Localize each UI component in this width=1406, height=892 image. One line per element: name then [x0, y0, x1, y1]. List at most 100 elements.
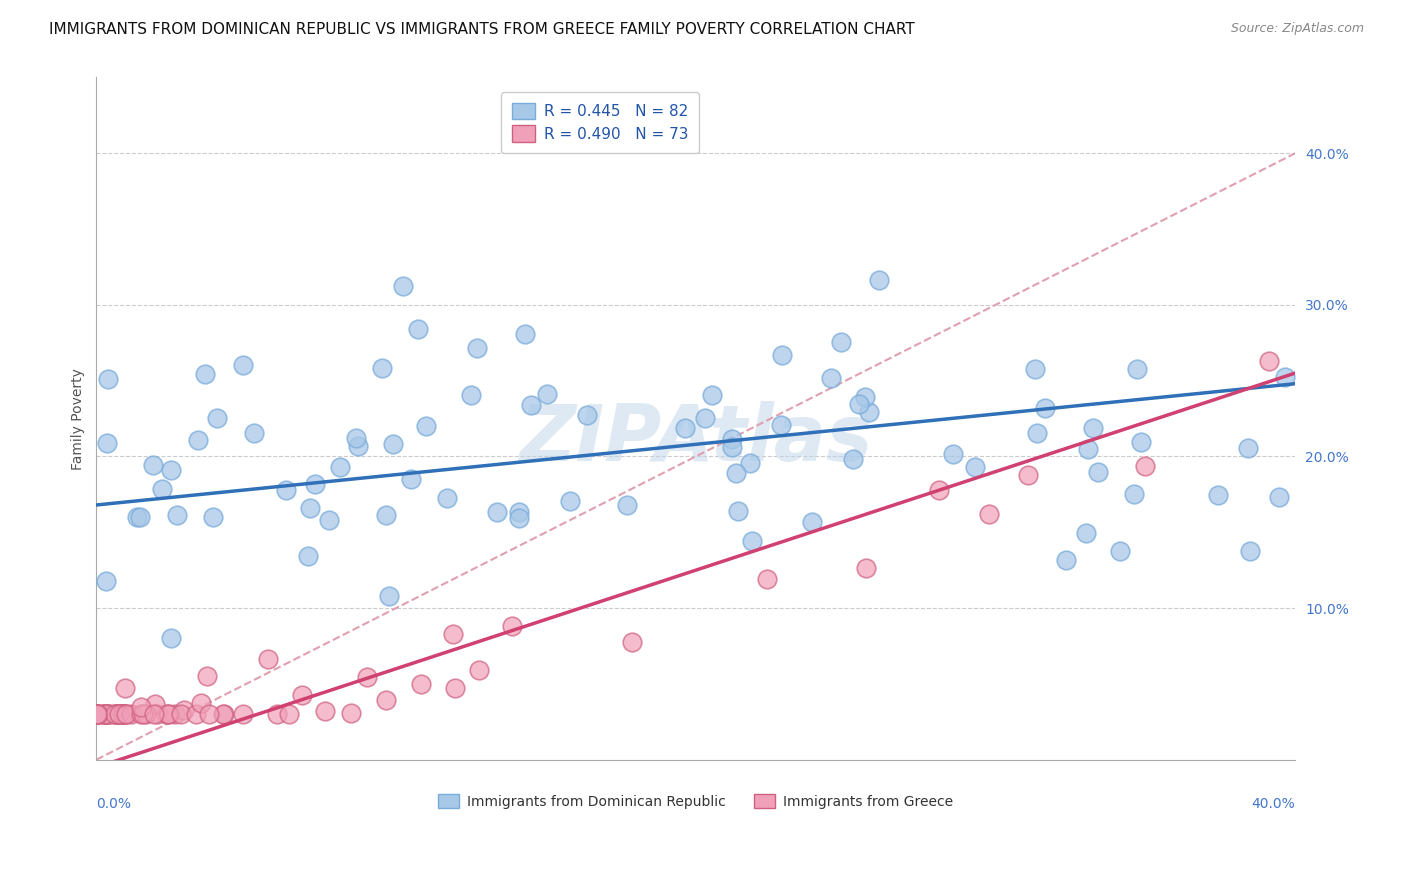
Point — [1123, 486, 1146, 500]
Point — [86, 707, 108, 722]
Point — [1077, 442, 1099, 456]
Point — [558, 493, 581, 508]
Point — [392, 278, 415, 293]
Point — [104, 707, 127, 722]
Point — [344, 431, 367, 445]
Point — [1054, 552, 1077, 566]
Point — [382, 436, 405, 450]
Point — [276, 483, 298, 498]
Point — [620, 635, 643, 649]
Point — [868, 273, 890, 287]
Point — [194, 367, 217, 381]
Point — [853, 390, 876, 404]
Point — [801, 516, 824, 530]
Point — [724, 466, 747, 480]
Point — [143, 697, 166, 711]
Text: 40.0%: 40.0% — [1251, 797, 1295, 811]
Point — [128, 510, 150, 524]
Point — [842, 451, 865, 466]
Point — [1025, 425, 1047, 440]
Y-axis label: Family Poverty: Family Poverty — [72, 368, 86, 469]
Point — [977, 507, 1000, 521]
Point — [693, 411, 716, 425]
Point — [96, 707, 118, 722]
Point — [212, 707, 235, 722]
Point — [1108, 544, 1130, 558]
Point — [132, 707, 155, 722]
Point — [190, 696, 212, 710]
Point — [1017, 468, 1039, 483]
Point — [150, 483, 173, 497]
Point — [135, 707, 157, 722]
Point — [1130, 435, 1153, 450]
Point — [96, 435, 118, 450]
Point — [673, 421, 696, 435]
Point — [702, 388, 724, 402]
Point — [160, 632, 183, 646]
Point — [195, 669, 218, 683]
Point — [1024, 361, 1046, 376]
Point — [468, 664, 491, 678]
Point — [110, 707, 132, 722]
Point — [616, 499, 638, 513]
Point — [107, 707, 129, 722]
Point — [87, 707, 110, 722]
Text: ZIPAtlas: ZIPAtlas — [519, 401, 873, 477]
Point — [1267, 490, 1289, 504]
Point — [87, 707, 110, 722]
Text: Source: ZipAtlas.com: Source: ZipAtlas.com — [1230, 22, 1364, 36]
Point — [340, 706, 363, 720]
Point — [187, 433, 209, 447]
Point — [278, 707, 301, 722]
Point — [1087, 465, 1109, 479]
Point — [186, 707, 208, 722]
Point — [86, 707, 108, 722]
Point — [104, 707, 127, 722]
Point — [820, 370, 842, 384]
Point — [232, 706, 254, 721]
Point — [112, 707, 135, 722]
Point — [111, 707, 134, 722]
Point — [114, 681, 136, 695]
Point — [120, 707, 142, 722]
Point — [114, 707, 136, 722]
Point — [98, 707, 121, 722]
Point — [465, 341, 488, 355]
Point — [741, 534, 763, 549]
Point — [501, 619, 523, 633]
Point — [1126, 361, 1149, 376]
Point — [170, 707, 193, 722]
Point — [299, 501, 322, 516]
Point — [291, 688, 314, 702]
Point — [108, 707, 131, 722]
Point — [129, 700, 152, 714]
Point — [576, 408, 599, 422]
Point — [125, 510, 148, 524]
Point — [205, 411, 228, 425]
Point — [858, 404, 880, 418]
Point — [97, 372, 120, 386]
Point — [202, 509, 225, 524]
Point — [91, 707, 114, 722]
Point — [156, 707, 179, 722]
Point — [212, 707, 235, 722]
Point — [928, 483, 950, 497]
Point — [1258, 354, 1281, 368]
Point — [198, 707, 221, 722]
Point — [107, 707, 129, 722]
Point — [111, 707, 134, 722]
Point — [720, 432, 742, 446]
Point — [94, 707, 117, 722]
Point — [314, 704, 336, 718]
Point — [94, 707, 117, 722]
Point — [375, 693, 398, 707]
Point — [160, 463, 183, 477]
Point — [406, 322, 429, 336]
Point — [460, 387, 482, 401]
Point — [318, 513, 340, 527]
Point — [727, 503, 749, 517]
Point — [142, 458, 165, 472]
Point — [114, 707, 136, 722]
Point — [378, 589, 401, 603]
Point — [1236, 441, 1258, 455]
